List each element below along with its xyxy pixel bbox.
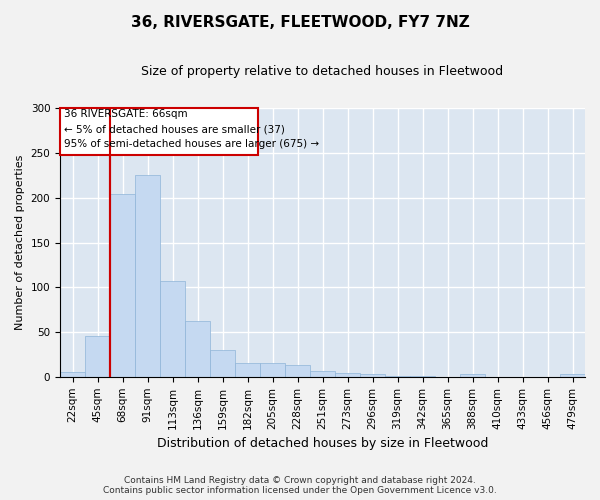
Bar <box>110 194 135 377</box>
Bar <box>235 362 260 377</box>
Bar <box>460 374 485 377</box>
Y-axis label: Number of detached properties: Number of detached properties <box>15 155 25 330</box>
Bar <box>385 376 410 377</box>
Bar <box>360 374 385 377</box>
Bar <box>185 322 210 377</box>
Bar <box>285 365 310 377</box>
Bar <box>160 281 185 377</box>
Text: Contains HM Land Registry data © Crown copyright and database right 2024.
Contai: Contains HM Land Registry data © Crown c… <box>103 476 497 495</box>
Bar <box>310 370 335 377</box>
Text: 36 RIVERSGATE: 66sqm
← 5% of detached houses are smaller (37)
95% of semi-detach: 36 RIVERSGATE: 66sqm ← 5% of detached ho… <box>64 109 319 149</box>
Bar <box>60 372 85 377</box>
Bar <box>210 350 235 377</box>
Bar <box>135 176 160 377</box>
Bar <box>260 364 285 377</box>
Bar <box>410 376 435 377</box>
Title: Size of property relative to detached houses in Fleetwood: Size of property relative to detached ho… <box>142 65 503 78</box>
Bar <box>60 108 257 155</box>
Bar <box>85 336 110 377</box>
Bar <box>560 374 585 377</box>
Text: 36, RIVERSGATE, FLEETWOOD, FY7 7NZ: 36, RIVERSGATE, FLEETWOOD, FY7 7NZ <box>131 15 469 30</box>
X-axis label: Distribution of detached houses by size in Fleetwood: Distribution of detached houses by size … <box>157 437 488 450</box>
Bar <box>335 373 360 377</box>
